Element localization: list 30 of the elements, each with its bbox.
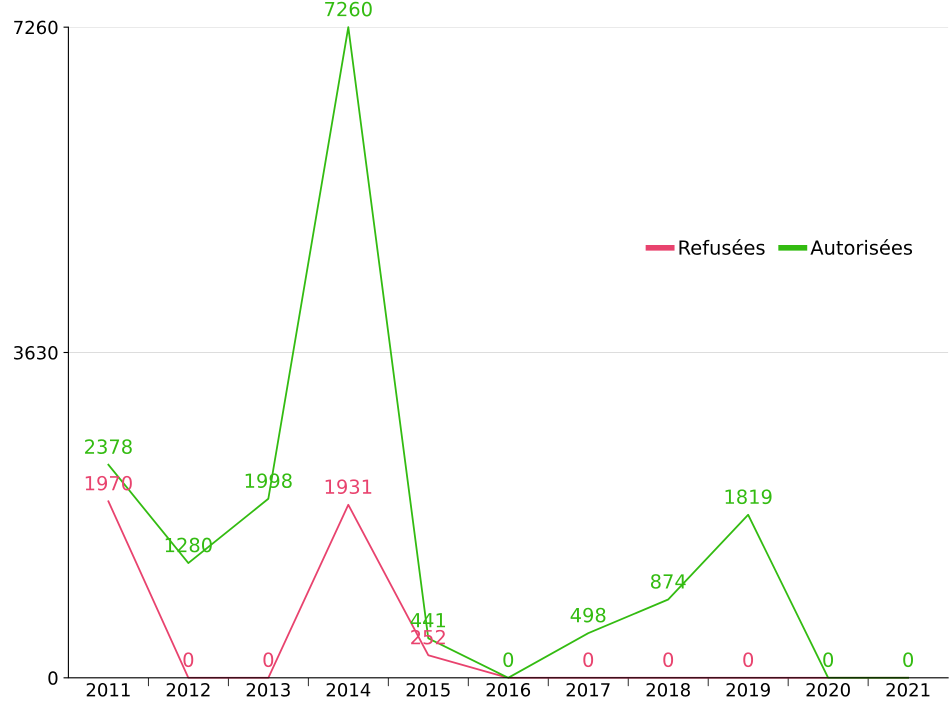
x-tick-label: 2021 [886,683,930,697]
data-label: 1931 [326,479,372,494]
data-label: 0 [663,652,674,668]
x-tick-label: 2016 [486,683,530,697]
x-tick-label: 2012 [166,683,210,697]
data-label: 0 [743,652,754,668]
legend-label: Refusées [680,239,765,255]
data-label: 0 [183,652,194,668]
data-label: 0 [583,652,594,668]
data-label: 1819 [726,489,772,504]
data-label: 0 [503,652,514,668]
x-tick-label: 2020 [806,683,850,697]
x-tick-label: 2011 [86,683,130,697]
data-label: 874 [650,574,686,589]
x-tick-label: 2015 [406,683,450,697]
x-tick-label: 2014 [326,683,370,697]
legend-label: Autorisées [810,239,912,255]
data-label: 2378 [85,439,132,454]
data-label: 0 [823,652,834,668]
x-tick-label: 2019 [726,683,770,697]
x-tick-label: 2017 [566,683,610,697]
y-tick-label: 0 [48,671,58,685]
x-tick-label: 2013 [246,683,290,697]
y-tick-label: 3630 [14,346,58,360]
data-label: 0 [903,652,914,668]
data-label: 0 [263,652,274,668]
data-label: 498 [570,608,606,622]
y-tick-label: 7260 [14,20,58,34]
x-tick-label: 2018 [646,683,690,697]
data-label: 7260 [325,2,372,16]
